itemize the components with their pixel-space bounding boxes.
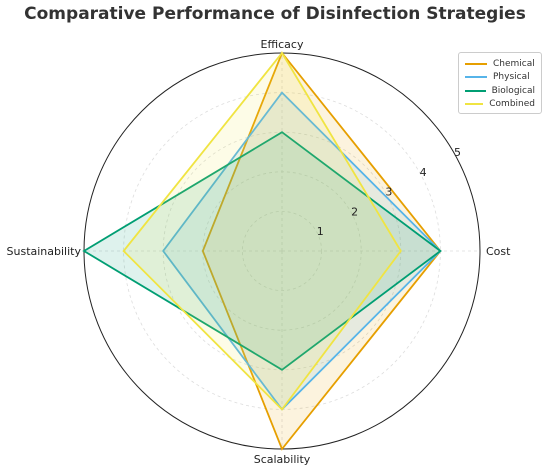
legend-item-combined: Combined — [465, 98, 535, 112]
legend: Chemical Physical Biological Combined — [458, 52, 542, 114]
legend-item-chemical: Chemical — [465, 57, 535, 71]
axis-label-sustainability: Sustainability — [7, 245, 82, 258]
legend-label: Biological — [491, 85, 535, 96]
series-fill-combined — [123, 53, 401, 410]
series-fill-biological — [84, 132, 441, 370]
r-tick-label-2: 2 — [351, 205, 358, 218]
r-tick-label-3: 3 — [385, 186, 392, 199]
legend-label: Chemical — [493, 58, 535, 69]
axis-label-scalability: Scalability — [254, 453, 311, 466]
r-tick-label-1: 1 — [317, 225, 324, 238]
legend-label: Combined — [489, 99, 535, 110]
r-tick-label-5: 5 — [454, 146, 461, 159]
legend-swatch — [465, 76, 487, 79]
legend-item-biological: Biological — [465, 84, 535, 98]
series-fill-chemical — [202, 53, 441, 449]
legend-item-physical: Physical — [465, 71, 535, 85]
chart-title: Comparative Performance of Disinfection … — [24, 4, 526, 24]
legend-swatch — [465, 89, 486, 92]
axis-label-efficacy: Efficacy — [261, 38, 304, 51]
grid-circle-1 — [241, 210, 322, 291]
legend-swatch — [465, 103, 484, 106]
legend-swatch — [465, 62, 487, 65]
series-fill-physical — [163, 92, 441, 410]
legend-label: Physical — [493, 72, 530, 83]
axis-label-cost: Cost — [486, 245, 511, 258]
r-tick-label-4: 4 — [420, 166, 427, 179]
